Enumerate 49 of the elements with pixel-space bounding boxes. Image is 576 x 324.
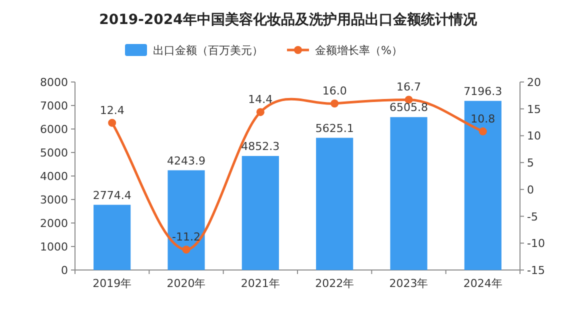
legend-label: 出口金额（百万美元） — [153, 44, 263, 57]
data-label: 4243.9 — [167, 154, 206, 168]
x-tick-label: 2022年 — [315, 277, 354, 290]
y-tick-label: 8000 — [40, 76, 68, 89]
bar — [390, 117, 428, 270]
data-label: -11.2 — [172, 230, 200, 244]
point — [478, 127, 487, 136]
point — [182, 246, 190, 254]
data-label: 16.0 — [322, 84, 347, 98]
y-tick-label: 2000 — [40, 217, 68, 230]
y2-tick-label: 20 — [527, 76, 541, 89]
data-label: 2774.4 — [92, 188, 132, 202]
x-tick-label: 2024年 — [463, 277, 502, 290]
data-label: 12.4 — [100, 104, 124, 117]
legend-label: 金额增长率（%） — [315, 44, 402, 57]
bar — [316, 138, 354, 270]
y2-tick-label: -5 — [527, 210, 538, 224]
x-tick-label: 2019年 — [92, 277, 132, 290]
y-tick-label: 4000 — [40, 170, 68, 183]
y2-tick-label: 15 — [527, 102, 541, 116]
y-tick-label: 7000 — [40, 100, 68, 112]
bar — [94, 204, 131, 270]
bar — [168, 170, 205, 270]
x-tick-label: 2021年 — [240, 277, 280, 290]
y2-tick-label: 0 — [527, 183, 534, 196]
y2-tick-label: -15 — [527, 264, 545, 277]
y2-tick-label: -10 — [527, 237, 545, 250]
y-tick-label: 0 — [61, 264, 68, 277]
y2-tick-label: 5 — [527, 156, 534, 170]
data-label: 7196.3 — [464, 84, 502, 98]
x-tick-label: 2020年 — [166, 277, 206, 290]
x-tick-label: 2023年 — [389, 277, 428, 290]
point — [330, 99, 339, 108]
data-label: 5625.1 — [315, 122, 354, 135]
y2-tick-label: 10 — [527, 130, 541, 143]
chart-title: 2019-2024年中国美容化妆品及洗护用品出口金额统计情况 — [99, 11, 478, 28]
y-tick-label: 3000 — [40, 194, 68, 206]
data-label: 10.8 — [470, 112, 496, 126]
bar — [242, 156, 279, 270]
bar — [464, 100, 502, 270]
y-tick-label: 6000 — [40, 123, 68, 136]
data-label: 4852.3 — [241, 140, 280, 153]
y-tick-label: 5000 — [40, 146, 68, 160]
data-label: 6505.8 — [390, 101, 428, 114]
point — [256, 108, 264, 116]
y-tick-label: 1000 — [40, 240, 68, 254]
data-label: 16.7 — [396, 80, 421, 94]
data-label: 14.4 — [248, 93, 273, 106]
point — [108, 118, 116, 127]
